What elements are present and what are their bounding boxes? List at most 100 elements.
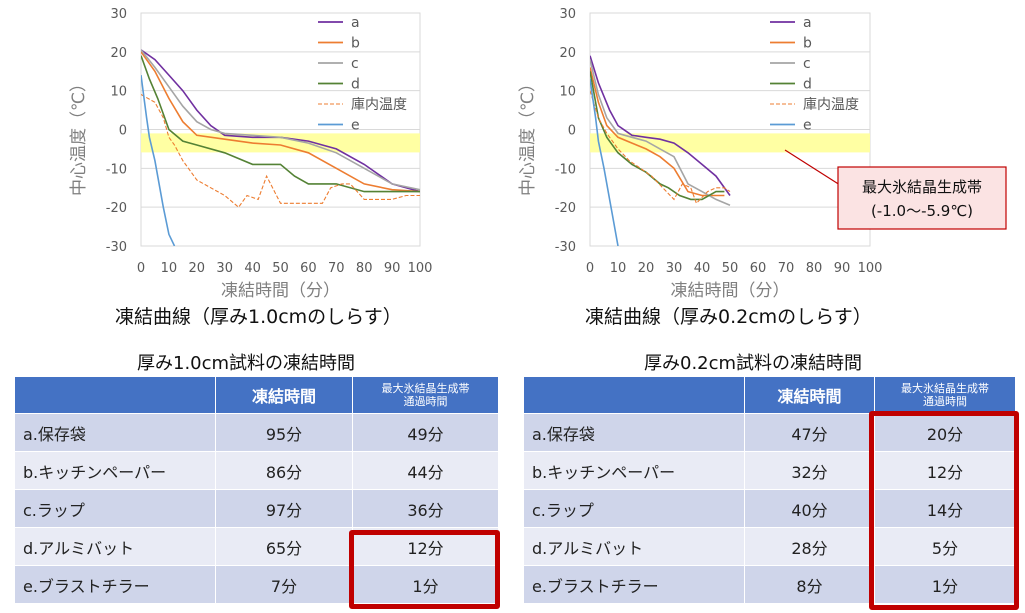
table-header-row: 凍結時間 最大氷結晶生成帯 通過時間 [523,376,1016,414]
y-tick-label: 0 [568,124,576,139]
chart-caption-02cm: 凍結曲線（厚み0.2cmのしらす） [585,306,872,328]
y-tick-label: 20 [559,46,576,61]
freezing-time-cell: 8分 [744,565,875,604]
series-line-2 [590,59,731,206]
x-tick-label: 0 [586,261,594,276]
table-title-02cm: 厚み0.2cm試料の凍結時間 [644,353,863,374]
freezing-time-table-1cm: 凍結時間 最大氷結晶生成帯 通過時間 a.保存袋 95分 49分 b.キッチンペーパー… [14,376,499,604]
freezing-time-cell: 40分 [744,489,875,528]
series-line-3 [141,55,420,193]
legend-label: d [803,77,812,93]
table-row: d.アルミバット 65分 12分 [14,527,499,566]
chart-caption-1cm: 凍結曲線（厚み1.0cmのしらす） [115,306,402,328]
y-tick-label: -10 [106,162,127,177]
table-row: b.キッチンペーパー 86分 44分 [14,451,499,490]
legend-label: 庫内温度 [803,96,859,113]
freezing-time-cell: 32分 [744,451,875,490]
callout-line-1: 最大氷結晶生成帯 [862,178,982,196]
table-row: e.ブラストチラー 8分 1分 [523,565,1016,604]
freezing-time-cell: 86分 [215,451,353,490]
series-line-2 [141,49,420,191]
y-axis-label: 中心温度（℃） [518,75,538,196]
table-row: c.ラップ 40分 14分 [523,489,1016,528]
x-axis-label: 凍結時間（分） [221,281,340,301]
y-tick-label: 20 [110,46,127,61]
x-tick-label: 40 [694,261,711,276]
sample-name-cell: e.ブラストチラー [14,565,216,604]
zone-time-cell: 1分 [352,565,499,604]
y-tick-label: -10 [555,162,576,177]
legend-label: 庫内温度 [351,96,407,113]
x-tick-label: 50 [722,261,739,276]
freezing-time-cell: 95分 [215,413,353,452]
y-tick-label: -20 [555,201,576,216]
x-tick-label: 100 [858,261,883,276]
sample-name-cell: b.キッチンペーパー [14,451,216,490]
sample-name-cell: d.アルミバット [523,527,745,566]
x-tick-label: 20 [638,261,655,276]
table-row: b.キッチンペーパー 32分 12分 [523,451,1016,490]
x-tick-label: 10 [161,261,178,276]
legend-label: a [351,15,360,31]
sample-name-cell: c.ラップ [14,489,216,528]
x-tick-label: 40 [244,261,261,276]
x-tick-label: 70 [778,261,795,276]
zone-time-cell: 5分 [874,527,1016,566]
x-tick-label: 90 [834,261,851,276]
x-tick-label: 20 [189,261,206,276]
x-tick-label: 60 [750,261,767,276]
freezing-time-cell: 97分 [215,489,353,528]
header-zone-time: 最大氷結晶生成帯 通過時間 [352,376,499,414]
x-tick-label: 60 [300,261,317,276]
series-line-5 [141,74,176,246]
freezing-time-cell: 47分 [744,413,875,452]
series-line-1 [141,51,420,193]
callout-pointer [784,149,841,186]
legend-label: c [351,56,359,72]
legend-label: c [803,56,811,72]
series-line-0 [141,49,420,193]
header-sample [523,376,745,414]
sample-name-cell: d.アルミバット [14,527,216,566]
series-line-0 [590,55,731,196]
series-line-3 [590,71,725,201]
table-row: d.アルミバット 28分 5分 [523,527,1016,566]
x-tick-label: 70 [328,261,345,276]
freezing-time-table-02cm: 凍結時間 最大氷結晶生成帯 通過時間 a.保存袋 47分 20分 b.キッチンペーパー… [523,376,1016,604]
y-tick-label: -20 [106,201,127,216]
zone-time-cell: 44分 [352,451,499,490]
legend-label: b [351,36,360,52]
y-tick-label: 30 [559,7,576,22]
legend-label: e [803,118,812,134]
ice-crystal-zone-callout: 最大氷結晶生成帯 (-1.0～-5.9℃) [784,149,1007,230]
x-tick-label: 30 [666,261,683,276]
header-zone-time: 最大氷結晶生成帯 通過時間 [874,376,1016,414]
freezing-time-cell: 7分 [215,565,353,604]
x-tick-label: 80 [806,261,823,276]
legend-label: a [803,15,812,31]
y-tick-label: -30 [106,240,127,255]
x-tick-label: 90 [384,261,401,276]
y-axis-label: 中心温度（℃） [69,75,89,196]
series-line-4 [141,94,420,209]
y-tick-label: -30 [555,240,576,255]
x-tick-label: 0 [137,261,145,276]
sample-name-cell: a.保存袋 [523,413,745,452]
zone-time-cell: 49分 [352,413,499,452]
ice-crystal-band [590,133,870,153]
callout-line-2: (-1.0～-5.9℃) [871,202,973,220]
series-line-1 [590,67,725,197]
callout-box [837,166,1007,230]
highlight-box-1cm [349,530,500,609]
header-freezing-time: 凍結時間 [215,376,353,414]
series-line-5 [590,78,619,246]
zone-time-cell: 36分 [352,489,499,528]
zone-time-cell: 20分 [874,413,1016,452]
sample-name-cell: c.ラップ [523,489,745,528]
highlight-box-02cm [869,411,1019,610]
zone-time-cell: 12分 [874,451,1016,490]
table-header-row: 凍結時間 最大氷結晶生成帯 通過時間 [14,376,499,414]
x-tick-label: 50 [272,261,289,276]
